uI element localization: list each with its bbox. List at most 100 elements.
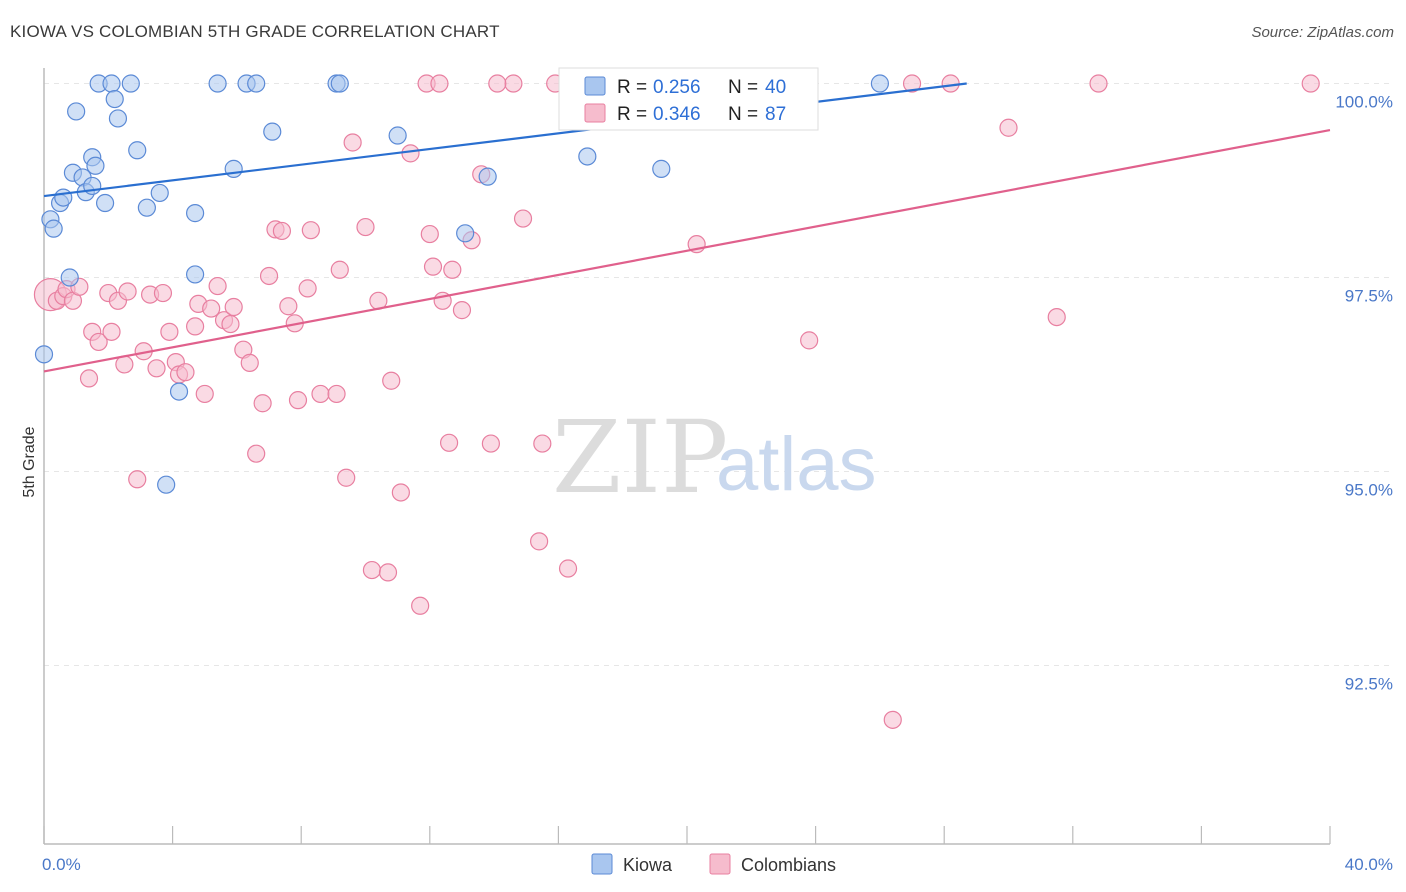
kiowa-point xyxy=(137,198,156,217)
colombians-point xyxy=(378,563,398,582)
colombians-r-value: 0.346 xyxy=(653,104,701,125)
colombians-point xyxy=(102,322,121,341)
y-tick-label: 97.5% xyxy=(1345,287,1393,306)
kiowa-point xyxy=(157,475,176,494)
kiowa-point xyxy=(388,126,407,145)
kiowa-point xyxy=(44,219,63,238)
legend-kiowa-label: Kiowa xyxy=(623,855,673,875)
colombians-point xyxy=(452,301,472,320)
colombians-point xyxy=(176,363,195,382)
kiowa-point xyxy=(108,109,128,128)
colombians-point xyxy=(272,221,292,241)
legend-kiowa-swatch xyxy=(591,853,613,875)
colombians-point xyxy=(311,384,330,404)
colombians-point xyxy=(883,710,902,729)
colombians-point xyxy=(423,257,443,276)
y-tick-label: 92.5% xyxy=(1345,675,1393,694)
colombians-point xyxy=(221,314,240,334)
colombians-point xyxy=(800,331,819,350)
colombians-point xyxy=(362,560,382,580)
kiowa-point xyxy=(95,193,115,213)
colombians-point xyxy=(1089,74,1108,93)
kiowa-point xyxy=(67,102,86,121)
kiowa-point xyxy=(121,74,140,93)
colombians-point xyxy=(481,434,500,453)
kiowa-r-label: R = xyxy=(617,77,647,98)
y-tick-label: 95.0% xyxy=(1345,481,1393,500)
colombians-point xyxy=(439,433,459,452)
kiowa-point xyxy=(208,74,227,93)
colombians-point xyxy=(1301,74,1320,93)
kiowa-point xyxy=(86,156,105,175)
kiowa-point xyxy=(34,345,54,364)
kiowa-point xyxy=(456,224,475,243)
colombians-point xyxy=(79,369,99,388)
colombians-point xyxy=(240,353,259,372)
colombians-point xyxy=(224,297,243,317)
colombians-point xyxy=(253,394,272,413)
colombians-point xyxy=(530,532,549,551)
kiowa-point xyxy=(186,265,205,284)
y-tick-labels: 100.0% 97.5% 95.0% 92.5% xyxy=(1335,93,1393,694)
colombians-point xyxy=(288,391,308,410)
watermark-zip: ZIP xyxy=(552,399,728,516)
kiowa-point xyxy=(478,167,497,186)
kiowa-point xyxy=(128,141,147,160)
colombians-point xyxy=(330,260,349,279)
series-legend: Kiowa Colombians xyxy=(591,853,836,875)
colombians-point xyxy=(153,283,173,303)
kiowa-trend-line xyxy=(43,82,967,198)
source-credit: Source: ZipAtlas.com xyxy=(1251,24,1394,41)
colombians-point xyxy=(443,260,462,279)
colombians-point xyxy=(327,384,346,404)
legend-colombians-label: Colombians xyxy=(741,855,836,875)
colombians-point xyxy=(343,133,362,152)
kiowa-point xyxy=(102,74,121,93)
colombians-point xyxy=(411,596,430,615)
chart-title: KIOWA VS COLOMBIAN 5TH GRADE CORRELATION… xyxy=(10,22,500,41)
colombians-point xyxy=(382,371,401,390)
kiowa-point xyxy=(870,74,890,93)
kiowa-point xyxy=(150,183,169,203)
kiowa-point xyxy=(578,147,597,166)
axes xyxy=(43,68,1331,845)
kiowa-point xyxy=(169,382,189,401)
kiowa-point xyxy=(330,74,349,93)
kiowa-point xyxy=(247,74,266,93)
kiowa-n-value: 40 xyxy=(765,77,786,98)
colombians-point xyxy=(999,118,1018,137)
colombians-point xyxy=(533,434,552,453)
colombians-point xyxy=(558,559,578,578)
kiowa-n-label: N = xyxy=(728,77,758,98)
colombians-n-label: N = xyxy=(728,104,758,125)
x-tick-label: 0.0% xyxy=(42,855,81,874)
legend-colombians-swatch xyxy=(709,853,731,875)
kiowa-r-value: 0.256 xyxy=(653,77,701,98)
kiowa-point xyxy=(60,268,79,287)
watermark: ZIP atlas xyxy=(552,399,877,516)
kiowa-point xyxy=(186,204,205,223)
colombians-point xyxy=(401,144,420,163)
colombians-point xyxy=(186,317,205,336)
kiowa-point xyxy=(54,188,73,207)
y-axis-label: 5th Grade xyxy=(21,426,38,497)
x-tick-labels: 0.0% 40.0% xyxy=(42,855,1393,874)
colombians-point xyxy=(356,217,375,237)
colombians-point xyxy=(279,297,298,316)
colombians-r-label: R = xyxy=(617,104,647,125)
colombians-point xyxy=(259,266,279,286)
colombians-point xyxy=(902,74,922,93)
colombians-point xyxy=(160,322,179,341)
stats-legend: R = 0.256 N = 40 R = 0.346 N = 87 xyxy=(558,67,819,131)
colombians-swatch xyxy=(584,103,606,123)
colombians-point xyxy=(128,470,147,489)
kiowa-point xyxy=(105,89,124,109)
colombians-point xyxy=(391,483,410,502)
colombians-point xyxy=(513,209,533,228)
kiowa-swatch xyxy=(584,76,606,96)
colombians-point xyxy=(208,276,227,296)
colombians-point xyxy=(1047,307,1066,327)
colombians-point xyxy=(202,299,221,318)
kiowa-point xyxy=(224,159,243,178)
